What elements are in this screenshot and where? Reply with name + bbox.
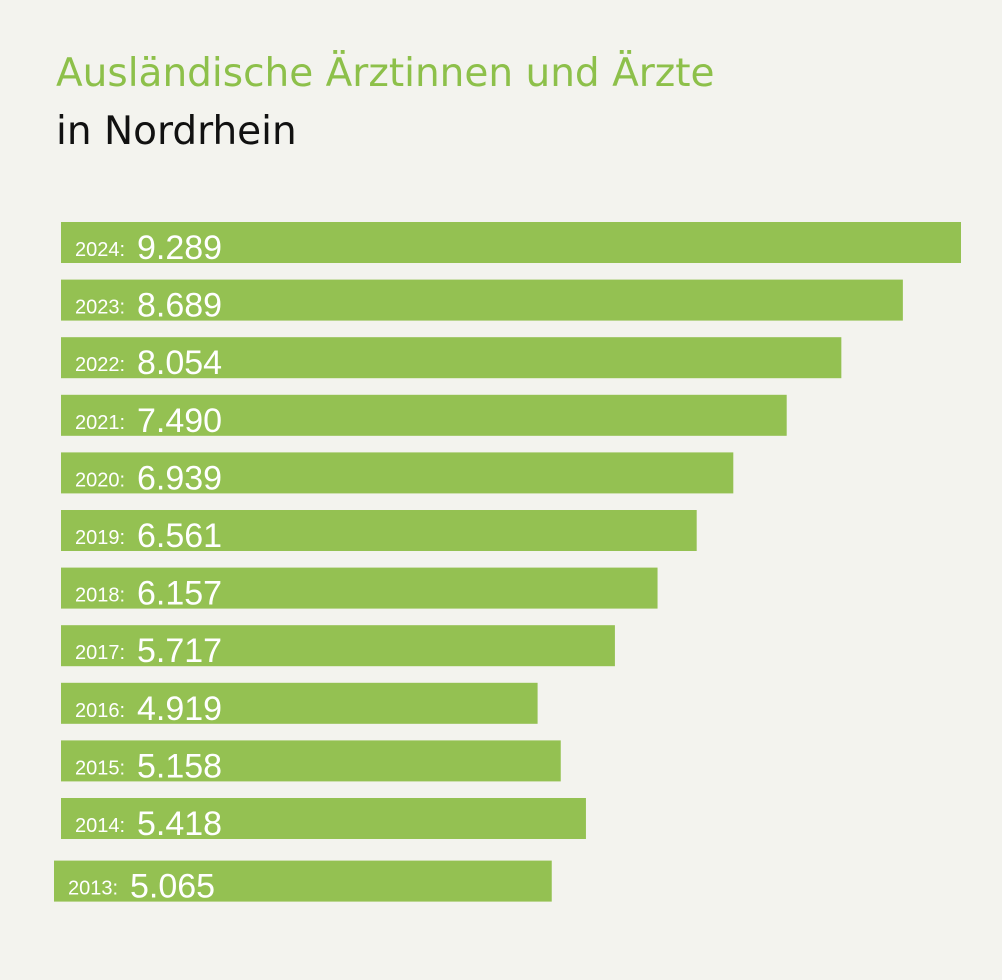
bar-year-label: 2020: bbox=[75, 469, 125, 491]
bar-year-label: 2018: bbox=[75, 585, 125, 607]
bar-row-2019: 2019: 6.561 bbox=[61, 510, 697, 555]
bar-row-2014: 2014: 5.418 bbox=[61, 798, 586, 843]
bar-year-label: 2015: bbox=[75, 757, 125, 779]
bar-year-label: 2024: bbox=[75, 239, 125, 261]
bar-value-label: 8.689 bbox=[137, 287, 222, 325]
bar-year-label: 2021: bbox=[75, 412, 125, 434]
bar-2014 bbox=[61, 798, 586, 839]
bar-2017 bbox=[61, 625, 615, 667]
bar-row-2024: 2024: 9.289 bbox=[61, 222, 961, 267]
bar-row-2015: 2015: 5.158 bbox=[61, 740, 561, 785]
chart-subtitle: in Nordrhein bbox=[56, 109, 297, 154]
bar-row-2013: 2013: 5.065 bbox=[54, 860, 552, 906]
bar-year-label: 2013: bbox=[68, 878, 118, 900]
bar-2019 bbox=[61, 510, 697, 551]
bar-2015 bbox=[61, 740, 561, 782]
bar-value-label: 6.561 bbox=[137, 517, 222, 555]
bar-2020 bbox=[61, 452, 734, 494]
bar-2021 bbox=[61, 394, 787, 436]
bar-year-label: 2023: bbox=[75, 297, 125, 319]
bar-row-2023: 2023: 8.689 bbox=[61, 279, 903, 325]
bar-row-2021: 2021: 7.490 bbox=[61, 394, 787, 440]
bar-year-label: 2014: bbox=[75, 815, 125, 837]
bar-value-label: 7.490 bbox=[137, 402, 222, 440]
bar-2022 bbox=[61, 337, 842, 379]
bar-value-label: 9.289 bbox=[137, 229, 222, 267]
bar-value-label: 5.065 bbox=[130, 868, 215, 906]
bar-value-label: 5.717 bbox=[137, 632, 222, 670]
chart-title: Ausländische Ärztinnen und Ärzte bbox=[56, 51, 715, 96]
bar-row-2020: 2020: 6.939 bbox=[61, 452, 734, 497]
bar-value-label: 5.158 bbox=[137, 747, 222, 785]
bar-value-label: 6.939 bbox=[137, 459, 222, 497]
bar-year-label: 2019: bbox=[75, 527, 125, 549]
bar-value-label: 5.418 bbox=[137, 805, 222, 843]
bar-value-label: 6.157 bbox=[137, 575, 222, 613]
bar-row-2018: 2018: 6.157 bbox=[61, 567, 658, 613]
bar-row-2016: 2016: 4.919 bbox=[61, 682, 538, 728]
bar-year-label: 2017: bbox=[75, 642, 125, 664]
bar-row-2017: 2017: 5.717 bbox=[61, 625, 615, 670]
bar-year-label: 2016: bbox=[75, 700, 125, 722]
bar-2013 bbox=[54, 860, 552, 902]
bar-value-label: 4.919 bbox=[137, 690, 222, 728]
bar-2024 bbox=[61, 222, 961, 263]
bar-2018 bbox=[61, 567, 658, 609]
bar-2023 bbox=[61, 279, 903, 321]
bar-row-2022: 2022: 8.054 bbox=[61, 337, 842, 382]
bar-year-label: 2022: bbox=[75, 354, 125, 376]
bar-2016 bbox=[61, 682, 538, 724]
bar-value-label: 8.054 bbox=[137, 344, 222, 382]
